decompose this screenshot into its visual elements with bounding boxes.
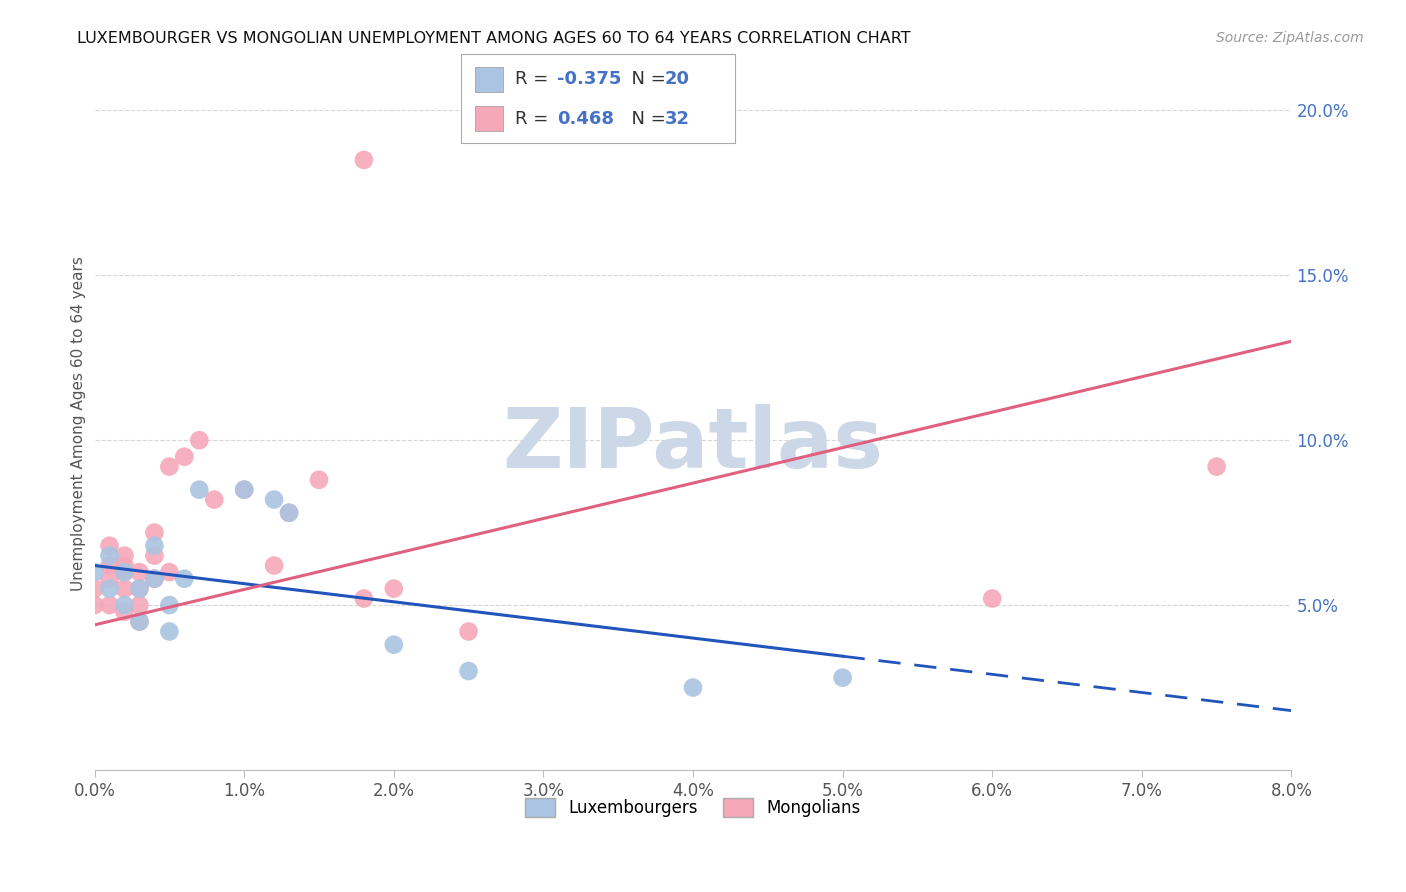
Point [382,582,405,596]
Point [157,624,180,639]
Point [128,582,150,596]
Point [128,582,150,596]
Point [114,558,136,573]
Text: R =: R = [515,70,554,88]
Point [382,638,405,652]
Text: -0.375: -0.375 [557,70,621,88]
Point [457,664,479,678]
Point [143,525,166,540]
Point [1205,459,1227,474]
Point [114,549,136,563]
Point [143,572,166,586]
Point [98,582,121,596]
Point [353,153,375,167]
Point [114,605,136,619]
Point [173,450,195,464]
Legend: Luxembourgers, Mongolians: Luxembourgers, Mongolians [519,791,868,824]
Point [278,506,301,520]
Point [83,598,105,612]
Point [263,558,285,573]
Point [188,483,211,497]
Point [128,615,150,629]
Point [308,473,330,487]
Y-axis label: Unemployment Among Ages 60 to 64 years: Unemployment Among Ages 60 to 64 years [72,256,86,591]
Point [682,681,704,695]
Point [157,598,180,612]
Point [233,483,256,497]
Point [173,572,195,586]
Point [114,582,136,596]
Point [98,549,121,563]
Point [157,565,180,579]
Point [98,558,121,573]
Point [128,615,150,629]
Point [128,598,150,612]
Point [114,598,136,612]
Point [263,492,285,507]
Text: R =: R = [515,110,560,128]
Text: N =: N = [620,110,672,128]
Point [353,591,375,606]
Point [143,549,166,563]
Point [98,539,121,553]
Point [83,565,105,579]
Point [83,582,105,596]
Text: N =: N = [620,70,672,88]
Text: 20: 20 [665,70,690,88]
Point [278,506,301,520]
Point [233,483,256,497]
Text: ZIPatlas: ZIPatlas [502,404,883,485]
Text: LUXEMBOURGER VS MONGOLIAN UNEMPLOYMENT AMONG AGES 60 TO 64 YEARS CORRELATION CHA: LUXEMBOURGER VS MONGOLIAN UNEMPLOYMENT A… [77,31,911,46]
Point [98,598,121,612]
Text: Source: ZipAtlas.com: Source: ZipAtlas.com [1216,31,1364,45]
Point [98,572,121,586]
Point [188,434,211,448]
Point [981,591,1004,606]
Text: 0.468: 0.468 [557,110,614,128]
Point [114,565,136,579]
Point [202,492,225,507]
Point [157,459,180,474]
Point [143,572,166,586]
Point [128,565,150,579]
Point [457,624,479,639]
Text: 32: 32 [665,110,690,128]
Point [143,539,166,553]
Point [831,671,853,685]
Point [114,565,136,579]
